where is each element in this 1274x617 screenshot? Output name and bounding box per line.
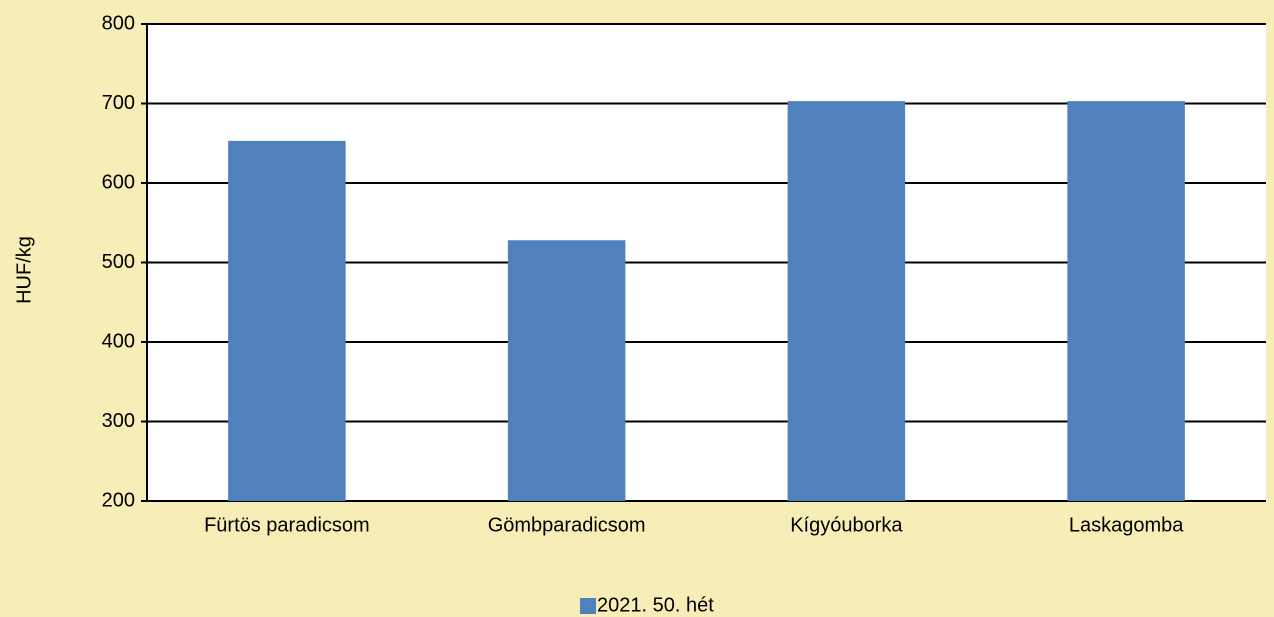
y-tick-label: 300: [102, 410, 135, 432]
y-tick-label: 700: [102, 92, 135, 114]
legend-swatch: [580, 598, 596, 614]
bar: [507, 240, 626, 502]
bar: [228, 140, 346, 502]
x-tick-label: Kígyóuborka: [790, 514, 903, 536]
y-tick-label: 600: [102, 171, 135, 193]
y-tick-label: 500: [102, 251, 135, 273]
bar: [787, 101, 906, 502]
y-tick-label: 800: [102, 12, 135, 34]
y-axis-label: HUF/kg: [13, 236, 35, 304]
legend-label: 2021. 50. hét: [597, 594, 714, 616]
x-tick-label: Laskagomba: [1069, 514, 1184, 536]
bar: [1067, 101, 1185, 502]
x-tick-label: Gömbparadicsom: [488, 514, 646, 536]
y-tick-label: 400: [102, 330, 135, 352]
y-tick-label: 200: [102, 489, 135, 511]
x-tick-label: Fürtös paradicsom: [204, 514, 370, 536]
